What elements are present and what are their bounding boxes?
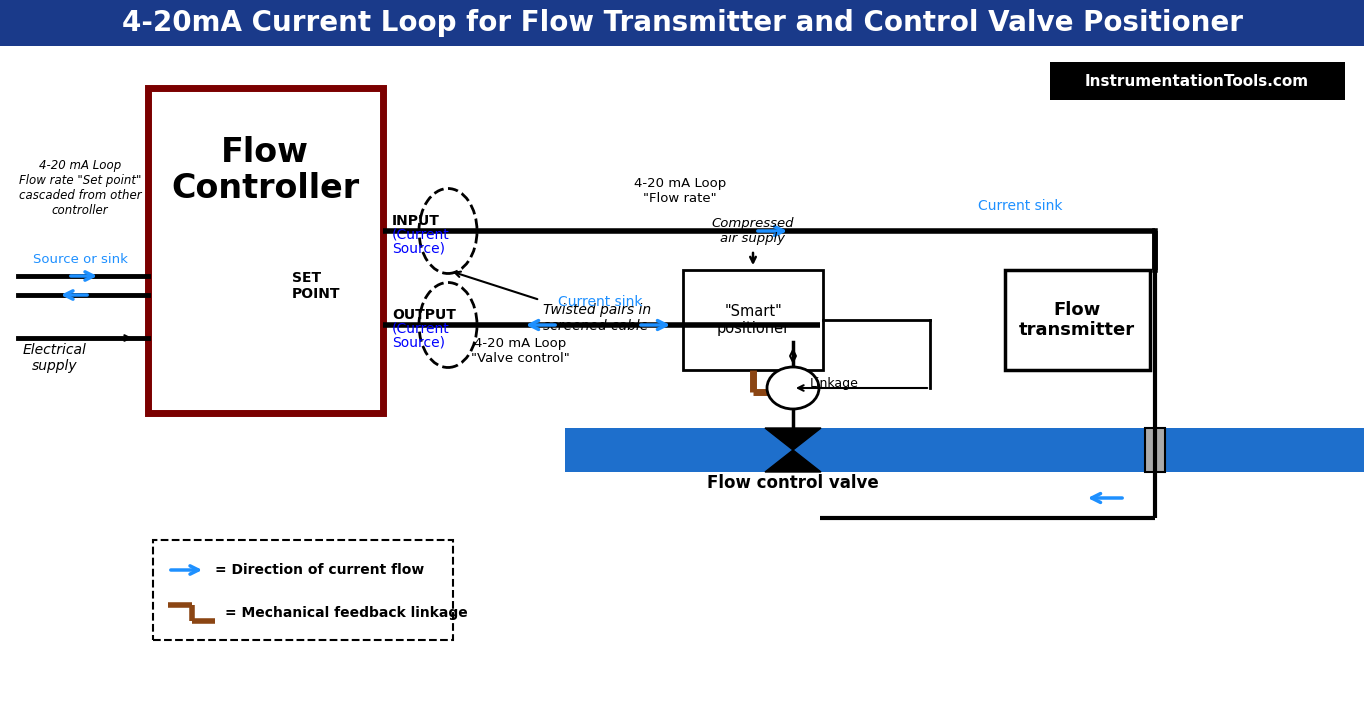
- Text: Electrical
supply: Electrical supply: [23, 343, 87, 373]
- Bar: [565, 428, 1364, 472]
- Polygon shape: [765, 450, 821, 472]
- Ellipse shape: [767, 367, 818, 409]
- Text: OUTPUT: OUTPUT: [391, 308, 456, 322]
- Text: InstrumentationTools.com: InstrumentationTools.com: [1084, 74, 1309, 88]
- Bar: [1144, 428, 1165, 472]
- Polygon shape: [765, 428, 821, 450]
- Text: INPUT: INPUT: [391, 214, 439, 228]
- Text: Compressed
air supply: Compressed air supply: [712, 217, 794, 245]
- Text: = Direction of current flow: = Direction of current flow: [216, 563, 424, 577]
- Text: Current sink: Current sink: [978, 199, 1063, 213]
- Bar: [0, 0, 1364, 46]
- Text: SET
POINT: SET POINT: [292, 271, 341, 301]
- Text: Twisted pairs in
screened cable: Twisted pairs in screened cable: [543, 303, 651, 333]
- Text: Current sink: Current sink: [558, 295, 642, 309]
- Text: Flow: Flow: [221, 137, 310, 169]
- Text: (Current: (Current: [391, 322, 450, 336]
- Text: 4-20mA Current Loop for Flow Transmitter and Control Valve Positioner: 4-20mA Current Loop for Flow Transmitter…: [121, 9, 1243, 37]
- Bar: [149, 88, 383, 413]
- Text: 4-20 mA Loop
"Flow rate": 4-20 mA Loop "Flow rate": [634, 177, 726, 205]
- Text: Source): Source): [391, 242, 445, 256]
- Bar: [153, 540, 453, 640]
- Bar: [683, 270, 822, 370]
- Text: "Smart"
positioner: "Smart" positioner: [716, 304, 790, 336]
- Text: Source): Source): [391, 336, 445, 350]
- Text: Controller: Controller: [170, 171, 359, 205]
- Text: (Current: (Current: [391, 228, 450, 242]
- Text: Flow control valve: Flow control valve: [707, 474, 878, 492]
- Text: 4-20 mA Loop
"Valve control": 4-20 mA Loop "Valve control": [471, 337, 569, 365]
- Text: Source or sink: Source or sink: [33, 253, 127, 266]
- Text: 4-20 mA Loop
Flow rate "Set point"
cascaded from other
controller: 4-20 mA Loop Flow rate "Set point" casca…: [19, 159, 142, 217]
- Text: Flow
transmitter: Flow transmitter: [1019, 301, 1135, 339]
- Bar: [1050, 62, 1345, 100]
- Text: Linkage: Linkage: [810, 377, 859, 391]
- Text: = Mechanical feedback linkage: = Mechanical feedback linkage: [225, 606, 468, 620]
- Bar: [1005, 270, 1150, 370]
